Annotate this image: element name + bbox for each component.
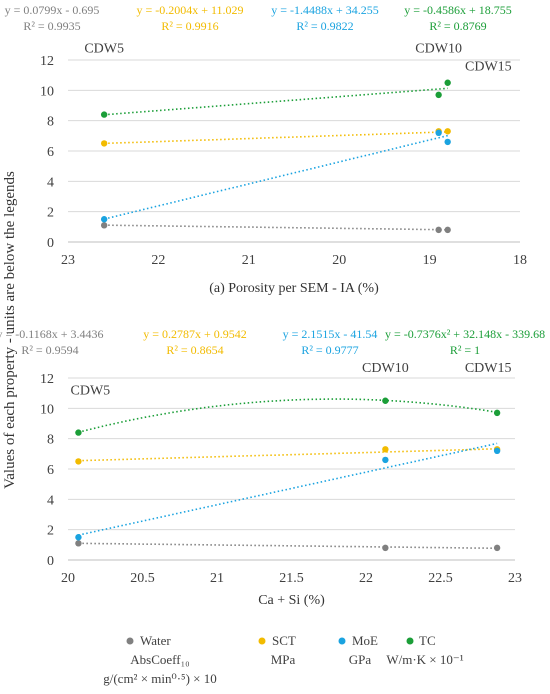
x-axis-label: (a) Porosity per SEM - IA (%) bbox=[209, 281, 379, 296]
x-tick-label: 22.5 bbox=[428, 571, 453, 586]
x-tick-label: 21.5 bbox=[279, 571, 304, 586]
data-point-moe bbox=[75, 534, 82, 541]
trend-equation-moe: y = -1.4488x + 34.255 bbox=[271, 3, 379, 17]
x-tick-label: 21 bbox=[242, 253, 256, 268]
legend-label: SCT bbox=[272, 633, 296, 648]
chart-panel-b: 0 2 4 6 8 10 12 20 20.5 21 21.5 22 22.5 23 Ca + Si (%)… bbox=[0, 327, 545, 608]
legend-label: Water bbox=[140, 633, 171, 648]
y-tick-label: 2 bbox=[47, 206, 54, 221]
sample-label: CDW10 bbox=[415, 41, 462, 56]
y-tick-label: 8 bbox=[47, 115, 54, 130]
data-point-sct bbox=[444, 128, 451, 135]
data-point-sct bbox=[100, 140, 108, 147]
x-tick-label: 23 bbox=[61, 253, 75, 268]
data-point-moe bbox=[493, 447, 501, 454]
data-point-water bbox=[444, 226, 451, 234]
sample-label: CDW15 bbox=[465, 361, 512, 376]
y-tick-label: 0 bbox=[47, 554, 54, 569]
trend-equation-water: y = 0.0799x - 0.695 bbox=[5, 3, 100, 17]
legend-unit: W/m·K × 10⁻¹ bbox=[386, 652, 463, 667]
data-point-tc bbox=[75, 429, 82, 436]
data-point-water bbox=[100, 222, 108, 229]
r-squared-sct: R² = 0.9916 bbox=[161, 19, 218, 33]
r-squared-moe: R² = 0.9822 bbox=[296, 19, 353, 33]
data-point-water bbox=[75, 540, 82, 547]
legend: Water AbsCoeff₁₀ g/(cm² × min⁰·⁵) × 10 SCT M… bbox=[103, 633, 464, 686]
trend-equation-water: y = -0.1168x + 3.4436 bbox=[0, 327, 104, 341]
y-tick-label: 12 bbox=[40, 372, 54, 387]
y-tick-label: 6 bbox=[47, 145, 54, 160]
trendline-tc bbox=[104, 87, 448, 116]
y-tick-label: 10 bbox=[40, 402, 54, 417]
trendline-tc bbox=[78, 398, 498, 434]
legend-unit: AbsCoeff₁₀ bbox=[130, 652, 189, 667]
y-tick-label: 4 bbox=[47, 175, 54, 190]
data-point-tc bbox=[382, 397, 389, 404]
trend-equation-moe: y = 2.1515x - 41.54 bbox=[283, 327, 378, 341]
data-point-moe bbox=[382, 456, 389, 464]
y-tick-label: 12 bbox=[40, 54, 54, 69]
data-point-water bbox=[493, 544, 501, 552]
x-tick-label: 20 bbox=[61, 571, 75, 586]
data-point-moe bbox=[444, 138, 451, 146]
x-tick-label: 20 bbox=[332, 253, 346, 268]
legend-label: MoE bbox=[352, 633, 378, 648]
y-tick-label: 4 bbox=[47, 493, 54, 508]
shared-y-axis-label: Values of each property - units are belo… bbox=[2, 171, 18, 489]
data-point-sct bbox=[75, 458, 82, 465]
x-tick-label: 18 bbox=[513, 253, 527, 268]
sample-label: CDW15 bbox=[465, 60, 512, 75]
trendline-sct bbox=[104, 131, 448, 145]
x-tick-label: 19 bbox=[423, 253, 437, 268]
trendline-water bbox=[78, 542, 498, 550]
y-tick-label: 2 bbox=[47, 524, 54, 539]
trendline-moe bbox=[78, 442, 498, 536]
x-tick-label: 23 bbox=[508, 571, 522, 586]
sample-label: CDW5 bbox=[71, 384, 111, 399]
data-point-tc bbox=[100, 111, 108, 118]
chart-panel-a: 0 2 4 6 8 10 12 23 22 21 20 19 18 (a) Porosity per SE… bbox=[5, 3, 527, 296]
data-point-water bbox=[435, 226, 442, 234]
y-tick-label: 0 bbox=[47, 236, 54, 251]
trend-equation-sct: y = -0.2004x + 11.029 bbox=[136, 3, 243, 17]
data-point-tc bbox=[435, 91, 442, 99]
y-tick-label: 6 bbox=[47, 463, 54, 478]
data-point-tc bbox=[444, 79, 451, 86]
x-tick-label: 22 bbox=[359, 571, 373, 586]
x-tick-label: 22 bbox=[151, 253, 165, 268]
sample-label: CDW5 bbox=[84, 41, 124, 56]
sample-label: CDW10 bbox=[362, 361, 409, 376]
y-tick-label: 8 bbox=[47, 433, 54, 448]
trend-equation-tc: y = -0.7376x² + 32.148x - 339.68 bbox=[385, 327, 545, 341]
legend-unit: GPa bbox=[349, 652, 372, 667]
legend-marker-water bbox=[126, 637, 134, 645]
r-squared-water: R² = 0.9935 bbox=[23, 19, 80, 33]
r-squared-tc: R² = 1 bbox=[450, 343, 480, 357]
trendline-water bbox=[104, 224, 448, 231]
r-squared-sct: R² = 0.8654 bbox=[166, 343, 223, 357]
r-squared-water: R² = 0.9594 bbox=[21, 343, 78, 357]
data-point-moe bbox=[435, 129, 442, 136]
legend-marker-sct bbox=[258, 637, 266, 645]
trend-equation-sct: y = 0.2787x + 0.9542 bbox=[143, 327, 247, 341]
trendline-moe bbox=[104, 134, 448, 220]
data-point-tc bbox=[493, 409, 501, 417]
trendline-sct bbox=[78, 448, 498, 462]
trend-equation-tc: y = -0.4586x + 18.755 bbox=[404, 3, 512, 17]
legend-marker-tc bbox=[406, 637, 414, 645]
legend-unit: MPa bbox=[271, 652, 296, 667]
data-point-sct bbox=[382, 446, 389, 453]
x-tick-label: 20.5 bbox=[130, 571, 155, 586]
legend-unit: g/(cm² × min⁰·⁵) × 10 bbox=[103, 671, 217, 686]
r-squared-tc: R² = 0.8769 bbox=[429, 19, 486, 33]
y-tick-label: 10 bbox=[40, 84, 54, 99]
legend-label: TC bbox=[419, 633, 436, 648]
data-point-moe bbox=[100, 216, 108, 223]
x-tick-label: 21 bbox=[210, 571, 224, 586]
x-axis-label: Ca + Si (%) bbox=[258, 593, 325, 608]
r-squared-moe: R² = 0.9777 bbox=[301, 343, 358, 357]
legend-marker-moe bbox=[338, 637, 346, 645]
data-point-water bbox=[382, 544, 389, 552]
